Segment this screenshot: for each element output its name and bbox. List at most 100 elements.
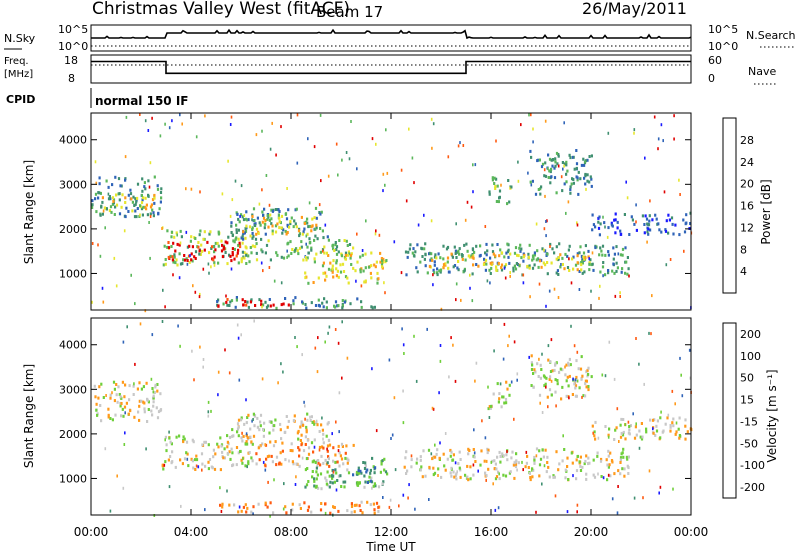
heatmap-cell: [307, 505, 310, 509]
heatmap-cell: [512, 266, 515, 270]
heatmap-cell: [335, 261, 338, 265]
heatmap-cell: [420, 465, 423, 469]
heatmap-cell: [164, 258, 167, 261]
heatmap-cell: [333, 249, 336, 252]
heatmap-cell: [467, 452, 470, 456]
heatmap-speckle: [102, 209, 105, 213]
heatmap-cell: [375, 260, 378, 264]
heatmap-speckle: [105, 394, 107, 397]
heatmap-cell: [372, 502, 375, 506]
heatmap-cell: [198, 252, 201, 256]
heatmap-cell: [178, 252, 181, 256]
heatmap-speckle: [602, 215, 604, 219]
heatmap-cell: [497, 262, 500, 265]
heatmap-cell: [439, 270, 442, 274]
heatmap-cell: [210, 465, 213, 469]
heatmap-cell: [442, 244, 445, 248]
heatmap-cell: [322, 261, 325, 265]
heatmap-speckle: [178, 276, 181, 280]
heatmap-speckle: [384, 291, 386, 295]
heatmap-speckle: [525, 450, 528, 454]
heatmap-speckle: [394, 468, 397, 472]
heatmap-cell: [370, 251, 373, 255]
heatmap-cell: [332, 275, 335, 279]
heatmap-cell: [449, 448, 452, 452]
heatmap-cell: [426, 271, 429, 275]
heatmap-cell: [373, 508, 376, 512]
heatmap-cell: [153, 193, 156, 197]
heatmap-cell: [135, 198, 138, 202]
heatmap-speckle: [581, 395, 583, 399]
heatmap-cell: [563, 448, 566, 451]
heatmap-cell: [665, 219, 668, 223]
heatmap-cell: [287, 254, 290, 258]
heatmap-cell: [193, 255, 196, 259]
heatmap-speckle: [107, 192, 110, 196]
heatmap-cell: [231, 253, 234, 257]
heatmap-cell: [485, 242, 488, 246]
heatmap-cell: [412, 247, 415, 251]
heatmap-cell: [214, 241, 217, 245]
heatmap-speckle: [245, 432, 248, 436]
heatmap-cell: [531, 363, 534, 367]
heatmap-cell: [551, 164, 554, 168]
freq-frame: [90, 54, 692, 84]
heatmap-cell: [323, 297, 326, 301]
heatmap-cell: [313, 477, 316, 481]
heatmap-cell: [141, 189, 144, 193]
heatmap-cell: [628, 428, 631, 432]
nsearch-tick-top: 10^5: [708, 23, 738, 36]
heatmap-cell: [275, 455, 279, 459]
heatmap-cell: [623, 474, 626, 478]
heatmap-cell: [514, 246, 518, 250]
heatmap-speckle: [474, 163, 477, 167]
heatmap-speckle: [659, 485, 662, 489]
heatmap-cell: [658, 228, 661, 232]
heatmap-cell: [203, 248, 206, 252]
heatmap-cell: [554, 160, 557, 164]
colorbar-tick-label: 200: [740, 328, 761, 341]
heatmap-cell: [245, 262, 248, 265]
heatmap-cell: [169, 455, 172, 458]
heatmap-speckle: [650, 332, 652, 336]
heatmap-cell: [380, 462, 383, 466]
heatmap-speckle: [133, 382, 135, 386]
heatmap-cell: [350, 263, 353, 266]
heatmap-cell: [292, 462, 295, 466]
colorbar-tick-label: -100: [740, 459, 765, 472]
heatmap-cell: [649, 228, 652, 232]
heatmap-cell: [557, 273, 560, 276]
heatmap-speckle: [161, 227, 163, 230]
heatmap-speckle: [494, 508, 497, 512]
heatmap-cell: [127, 412, 130, 416]
heatmap-cell: [317, 276, 320, 280]
heatmap-cell: [253, 219, 256, 222]
heatmap-speckle: [337, 341, 340, 345]
heatmap-speckle: [469, 286, 471, 290]
heatmap-cell: [624, 271, 627, 275]
heatmap-cell: [100, 205, 103, 209]
heatmap-cell: [577, 367, 580, 371]
heatmap-speckle: [530, 113, 532, 117]
heatmap-cell: [607, 433, 610, 437]
heatmap-speckle: [502, 357, 505, 361]
heatmap-cell: [358, 504, 361, 508]
heatmap-cell: [558, 462, 561, 466]
heatmap-cell: [457, 260, 460, 263]
heatmap-cell: [529, 149, 532, 153]
heatmap-cell: [175, 231, 178, 235]
heatmap-cell: [424, 253, 427, 257]
heatmap-cell: [549, 181, 552, 185]
heatmap-cell: [514, 267, 518, 271]
heatmap-speckle: [535, 222, 538, 226]
heatmap-cell: [216, 442, 219, 446]
heatmap-cell: [240, 458, 243, 462]
heatmap-cell: [280, 214, 284, 218]
heatmap-cell: [111, 418, 114, 422]
heatmap-cell: [607, 269, 610, 272]
heatmap-cell: [526, 264, 529, 268]
heatmap-cell: [540, 165, 544, 169]
heatmap-cell: [241, 439, 244, 443]
heatmap-cell: [600, 249, 603, 253]
heatmap-cell: [592, 223, 595, 227]
